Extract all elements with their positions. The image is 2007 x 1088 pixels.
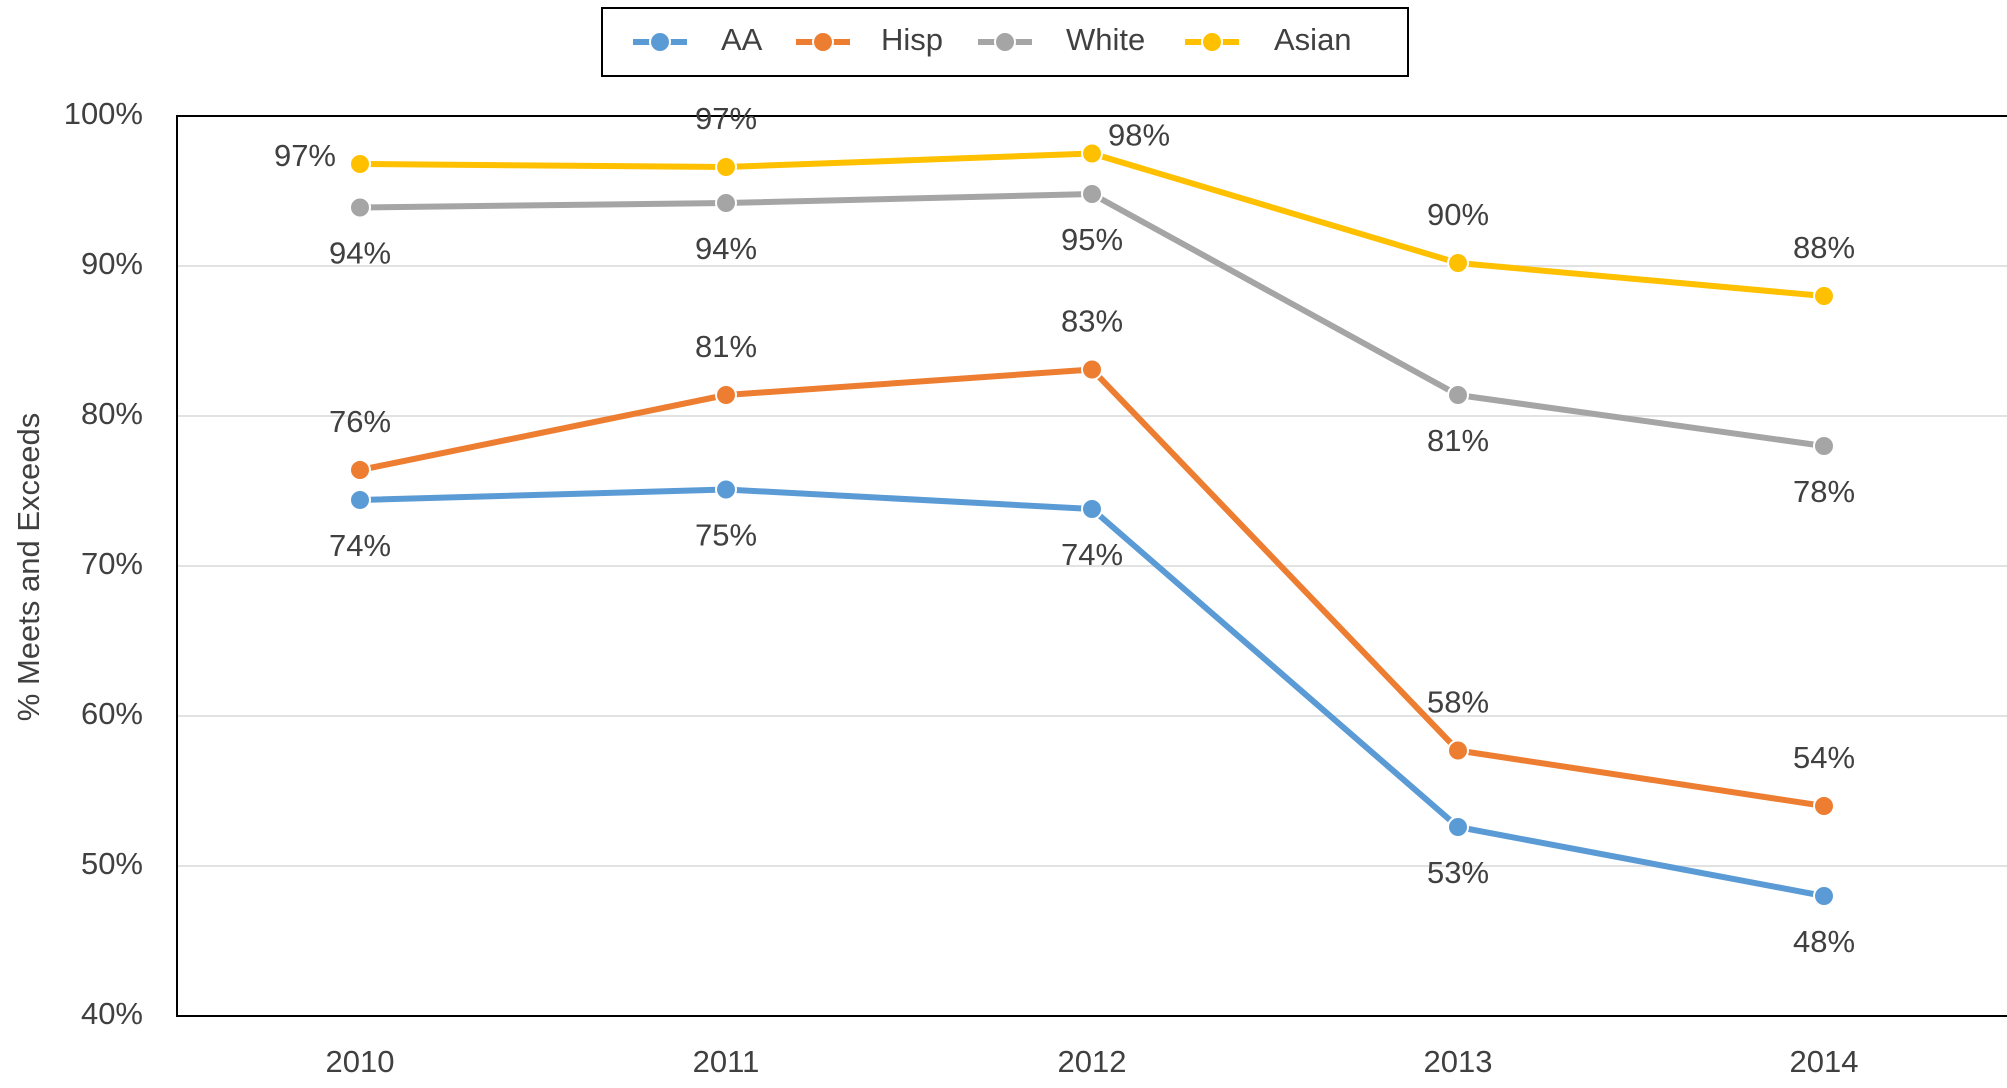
- data-label: 98%: [1108, 118, 1170, 153]
- data-label: 54%: [1793, 740, 1855, 775]
- data-point: [1447, 739, 1469, 762]
- data-label: 58%: [1427, 685, 1489, 720]
- x-tick-label: 2012: [1058, 1044, 1127, 1079]
- data-label: 74%: [329, 528, 391, 563]
- data-point: [715, 156, 737, 178]
- legend-label: Asian: [1274, 22, 1352, 57]
- data-label: 94%: [329, 236, 391, 271]
- y-tick-label: 70%: [81, 546, 143, 581]
- legend-marker: [812, 31, 834, 53]
- y-axis-label: % Meets and Exceeds: [11, 413, 46, 721]
- data-label: 83%: [1061, 304, 1123, 339]
- data-label: 88%: [1793, 230, 1855, 265]
- x-tick-label: 2014: [1790, 1044, 1859, 1079]
- data-label: 97%: [274, 138, 336, 173]
- plot-border: [176, 115, 2007, 1017]
- data-point: [1081, 183, 1103, 205]
- data-point: [349, 153, 371, 175]
- data-point: [1081, 358, 1103, 381]
- data-point: [715, 384, 737, 406]
- data-label: 95%: [1061, 222, 1123, 257]
- data-point: [1447, 384, 1469, 406]
- data-label: 75%: [695, 518, 757, 553]
- data-point: [1813, 285, 1835, 307]
- y-tick-label: 100%: [64, 96, 143, 131]
- data-label: 94%: [695, 231, 757, 266]
- data-point: [715, 192, 737, 214]
- legend-marker: [1201, 31, 1223, 53]
- y-tick-label: 40%: [81, 996, 143, 1031]
- data-label: 97%: [695, 101, 757, 136]
- legend-label: AA: [721, 22, 763, 57]
- series-line: [359, 366, 1825, 809]
- data-point: [1813, 795, 1835, 817]
- data-point: [1813, 435, 1835, 457]
- data-point: [715, 478, 737, 501]
- x-tick-label: 2013: [1424, 1044, 1493, 1079]
- legend-marker: [994, 31, 1016, 53]
- x-tick-label: 2011: [693, 1044, 760, 1079]
- legend-label: Hisp: [881, 22, 943, 57]
- data-label: 78%: [1793, 474, 1855, 509]
- legend-marker: [649, 31, 671, 53]
- data-point: [349, 196, 371, 219]
- y-tick-label: 80%: [81, 396, 143, 431]
- data-label: 76%: [329, 404, 391, 439]
- data-point: [1813, 885, 1835, 907]
- y-tick-label: 50%: [81, 846, 143, 881]
- data-point: [1081, 498, 1103, 520]
- data-label: 74%: [1061, 537, 1123, 572]
- data-label: 81%: [695, 329, 757, 364]
- data-point: [349, 459, 371, 481]
- x-tick-label: 2010: [326, 1044, 395, 1079]
- y-tick-label: 90%: [81, 246, 143, 281]
- data-label: 81%: [1427, 423, 1489, 458]
- data-point: [1081, 142, 1103, 165]
- data-label: 53%: [1427, 855, 1489, 890]
- data-label: 48%: [1793, 924, 1855, 959]
- data-label: 90%: [1427, 197, 1489, 232]
- legend-label: White: [1066, 22, 1145, 57]
- data-point: [349, 489, 371, 511]
- data-point: [1447, 816, 1469, 838]
- data-point: [1447, 252, 1469, 274]
- y-tick-label: 60%: [81, 696, 143, 731]
